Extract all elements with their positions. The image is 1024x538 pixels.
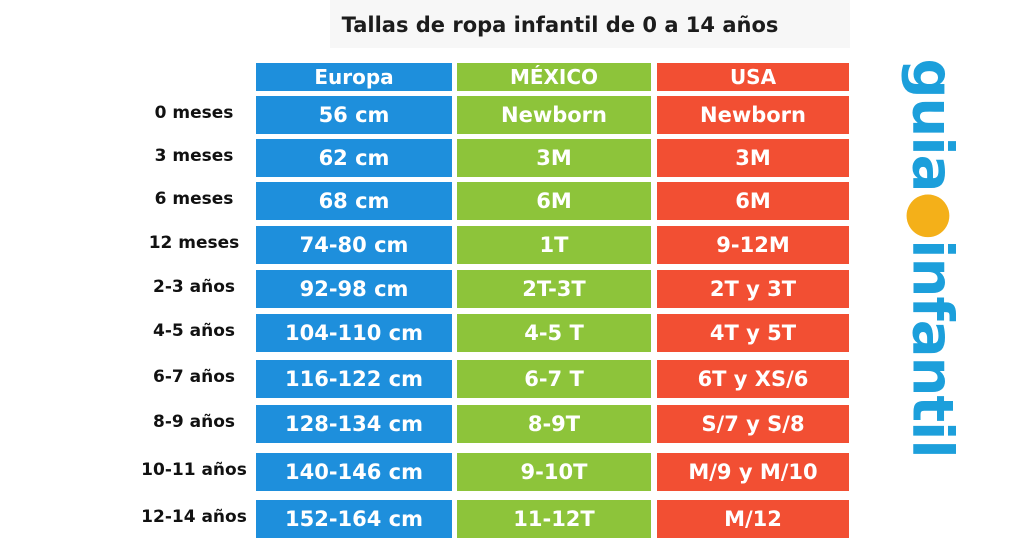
row-label-column: [140, 92, 250, 538]
guiainfantil-logo: guia●infantil: [882, 58, 982, 457]
cell-europa: 128-134 cm: [256, 405, 452, 443]
title-background: [330, 0, 850, 48]
row-label-age: 12 meses: [148, 233, 240, 253]
cell-usa: 6M: [657, 182, 849, 220]
logo-part-guia: guia: [899, 58, 965, 192]
row-label-age: 12-14 años: [141, 507, 247, 527]
cell-usa: 4T y 5T: [657, 314, 849, 352]
row-label-age: 10-11 años: [141, 460, 247, 480]
row-label-age: 8-9 años: [152, 412, 235, 432]
cell-mexico: 8-9T: [457, 405, 651, 443]
header-mexico: MÉXICO: [457, 63, 651, 91]
cell-usa: 9-12M: [657, 226, 849, 264]
cell-europa: 140-146 cm: [256, 453, 452, 491]
cell-usa: S/7 y S/8: [657, 405, 849, 443]
logo-part-infantil: infantil: [899, 239, 965, 458]
cell-mexico: 9-10T: [457, 453, 651, 491]
cell-usa: Newborn: [657, 96, 849, 134]
row-label-age: 2-3 años: [152, 277, 235, 297]
cell-usa: M/9 y M/10: [657, 453, 849, 491]
cell-europa: 62 cm: [256, 139, 452, 177]
cell-europa: 152-164 cm: [256, 500, 452, 538]
cell-europa: 104-110 cm: [256, 314, 452, 352]
cell-mexico: 11-12T: [457, 500, 651, 538]
cell-europa: 56 cm: [256, 96, 452, 134]
cell-mexico: 2T-3T: [457, 270, 651, 308]
row-label-age: 4-5 años: [152, 321, 235, 341]
logo-dot: ●: [899, 191, 965, 240]
cell-usa: 6T y XS/6: [657, 360, 849, 398]
cell-mexico: 6-7 T: [457, 360, 651, 398]
cell-europa: 116-122 cm: [256, 360, 452, 398]
cell-usa: M/12: [657, 500, 849, 538]
row-label-age: 6-7 años: [152, 367, 235, 387]
cell-mexico: 4-5 T: [457, 314, 651, 352]
cell-europa: 92-98 cm: [256, 270, 452, 308]
page-title: Tallas de ropa infantil de 0 a 14 años: [341, 13, 779, 37]
cell-usa: 3M: [657, 139, 849, 177]
header-usa: USA: [657, 63, 849, 91]
row-label-age: 3 meses: [154, 146, 234, 166]
row-label-age: 0 meses: [154, 103, 234, 123]
cell-europa: 74-80 cm: [256, 226, 452, 264]
cell-mexico: 6M: [457, 182, 651, 220]
cell-mexico: Newborn: [457, 96, 651, 134]
cell-europa: 68 cm: [256, 182, 452, 220]
header-europa: Europa: [256, 63, 452, 91]
row-label-age: 6 meses: [154, 189, 234, 209]
cell-usa: 2T y 3T: [657, 270, 849, 308]
logo-text: guia●infantil: [900, 58, 965, 457]
cell-mexico: 3M: [457, 139, 651, 177]
cell-mexico: 1T: [457, 226, 651, 264]
